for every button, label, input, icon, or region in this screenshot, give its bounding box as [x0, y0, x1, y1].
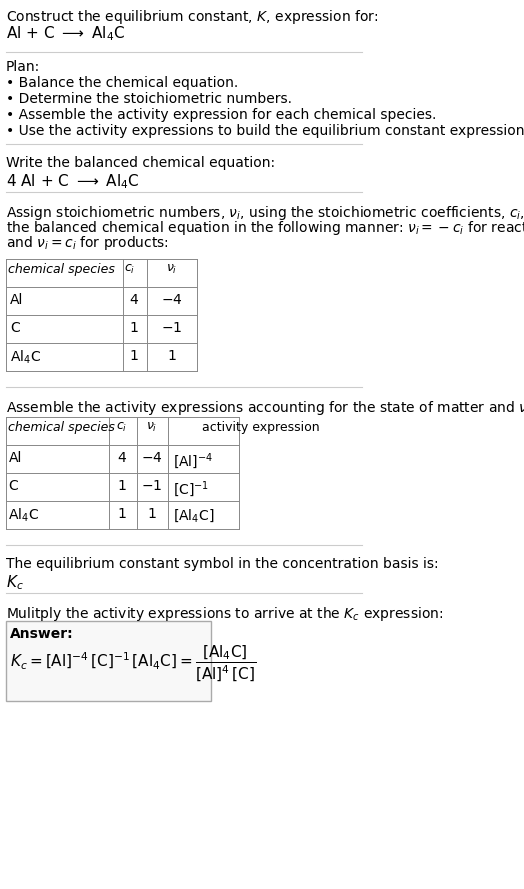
Text: 1: 1 — [168, 349, 177, 363]
Text: activity expression: activity expression — [202, 421, 320, 434]
Text: the balanced chemical equation in the following manner: $\nu_i = -c_i$ for react: the balanced chemical equation in the fo… — [6, 219, 524, 237]
FancyBboxPatch shape — [6, 621, 211, 701]
Text: 1: 1 — [117, 479, 126, 493]
Text: Al$_4$C: Al$_4$C — [10, 349, 41, 366]
Text: $-1$: $-1$ — [161, 321, 183, 335]
Text: Mulitply the activity expressions to arrive at the $K_c$ expression:: Mulitply the activity expressions to arr… — [6, 605, 443, 623]
Text: 1: 1 — [129, 349, 138, 363]
Text: chemical species: chemical species — [8, 263, 115, 276]
Text: • Use the activity expressions to build the equilibrium constant expression.: • Use the activity expressions to build … — [6, 124, 524, 138]
Text: Assemble the activity expressions accounting for the state of matter and $\nu_i$: Assemble the activity expressions accoun… — [6, 399, 524, 417]
Text: $c_i$: $c_i$ — [124, 263, 136, 276]
Text: $\nu_i$: $\nu_i$ — [146, 421, 157, 434]
Text: 4: 4 — [129, 293, 138, 307]
Text: $-4$: $-4$ — [141, 451, 162, 465]
Text: $[\mathrm{Al}]^{-4}$: $[\mathrm{Al}]^{-4}$ — [173, 451, 213, 471]
Text: $[\mathrm{C}]^{-1}$: $[\mathrm{C}]^{-1}$ — [173, 479, 209, 499]
Text: and $\nu_i = c_i$ for products:: and $\nu_i = c_i$ for products: — [6, 234, 169, 252]
Text: $K_c = [\mathrm{Al}]^{-4}\,[\mathrm{C}]^{-1}\,[\mathrm{Al}_4\mathrm{C}] = \dfrac: $K_c = [\mathrm{Al}]^{-4}\,[\mathrm{C}]^… — [10, 643, 256, 683]
Text: C: C — [10, 321, 19, 335]
Text: Assign stoichiometric numbers, $\nu_i$, using the stoichiometric coefficients, $: Assign stoichiometric numbers, $\nu_i$, … — [6, 204, 524, 222]
Text: $-4$: $-4$ — [161, 293, 183, 307]
Text: chemical species: chemical species — [8, 421, 115, 434]
Text: • Balance the chemical equation.: • Balance the chemical equation. — [6, 76, 238, 90]
Text: Write the balanced chemical equation:: Write the balanced chemical equation: — [6, 156, 275, 170]
Text: Answer:: Answer: — [10, 627, 73, 641]
Text: 4 Al + C $\longrightarrow$ Al$_4$C: 4 Al + C $\longrightarrow$ Al$_4$C — [6, 172, 139, 191]
Text: • Assemble the activity expression for each chemical species.: • Assemble the activity expression for e… — [6, 108, 436, 122]
Text: 1: 1 — [147, 507, 156, 521]
Text: $K_c$: $K_c$ — [6, 573, 24, 592]
Text: 4: 4 — [117, 451, 126, 465]
Text: 1: 1 — [129, 321, 138, 335]
Text: Al + C $\longrightarrow$ Al$_4$C: Al + C $\longrightarrow$ Al$_4$C — [6, 24, 125, 43]
Text: Al: Al — [10, 293, 23, 307]
Text: Al: Al — [8, 451, 22, 465]
Text: $c_i$: $c_i$ — [116, 421, 127, 434]
Text: C: C — [8, 479, 18, 493]
Text: • Determine the stoichiometric numbers.: • Determine the stoichiometric numbers. — [6, 92, 292, 106]
Text: $[\mathrm{Al}_4\mathrm{C}]$: $[\mathrm{Al}_4\mathrm{C}]$ — [173, 507, 214, 524]
Text: $\nu_i$: $\nu_i$ — [166, 263, 178, 276]
Text: 1: 1 — [117, 507, 126, 521]
Text: $-1$: $-1$ — [141, 479, 162, 493]
Text: Construct the equilibrium constant, $K$, expression for:: Construct the equilibrium constant, $K$,… — [6, 8, 378, 26]
Text: The equilibrium constant symbol in the concentration basis is:: The equilibrium constant symbol in the c… — [6, 557, 438, 571]
Text: Plan:: Plan: — [6, 60, 40, 74]
Text: Al$_4$C: Al$_4$C — [8, 507, 39, 525]
